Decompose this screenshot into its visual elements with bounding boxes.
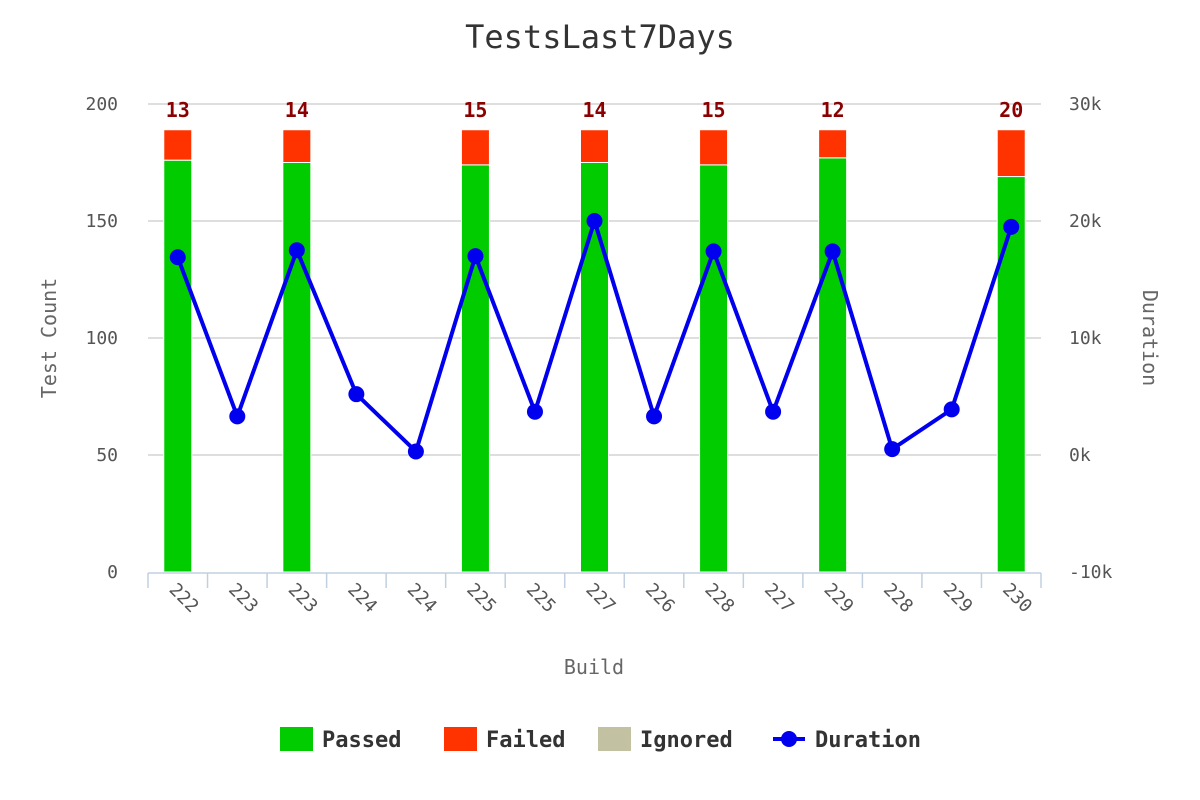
- duration-point[interactable]: [348, 386, 365, 403]
- duration-point[interactable]: [824, 243, 841, 260]
- x-tick-label: 226: [641, 579, 679, 617]
- failed-count-label: 15: [702, 98, 726, 122]
- bar-passed[interactable]: [996, 176, 1026, 573]
- y-tick-label: 150: [85, 211, 118, 232]
- x-tick-label: 230: [998, 579, 1036, 617]
- legend-item-duration[interactable]: Duration: [773, 728, 921, 753]
- bar-passed[interactable]: [282, 162, 312, 573]
- bar-passed[interactable]: [818, 157, 848, 573]
- legend-label: Duration: [815, 728, 921, 753]
- duration-point[interactable]: [467, 248, 484, 265]
- failed-count-label: 20: [999, 98, 1023, 122]
- bar-failed[interactable]: [699, 129, 729, 166]
- bar-failed[interactable]: [460, 129, 490, 166]
- legend-label: Ignored: [640, 728, 733, 753]
- y2-tick-label: 0k: [1069, 445, 1091, 466]
- duration-point[interactable]: [526, 403, 543, 420]
- x-tick-label: 223: [224, 579, 262, 617]
- legend-label: Passed: [322, 728, 401, 753]
- x-tick-label: 228: [879, 579, 917, 617]
- legend-item-failed[interactable]: Failed: [444, 727, 565, 753]
- duration-point[interactable]: [705, 243, 722, 260]
- legend-label: Failed: [486, 728, 565, 753]
- duration-point[interactable]: [1003, 218, 1020, 235]
- y2-tick-label: 10k: [1069, 328, 1102, 349]
- failed-count-label: 14: [285, 98, 309, 122]
- legend: Passed Failed Ignored Duration: [280, 727, 921, 753]
- y-tick-label: 0: [107, 562, 118, 583]
- bar-passed[interactable]: [699, 164, 729, 573]
- failed-count-label: 12: [821, 98, 845, 122]
- bar-failed[interactable]: [996, 129, 1026, 178]
- x-tick-label: 227: [581, 579, 619, 617]
- duration-point[interactable]: [646, 408, 663, 425]
- failed-count-label: 13: [166, 98, 190, 122]
- x-tick-label: 225: [522, 579, 560, 617]
- line-series: [169, 213, 1020, 460]
- duration-point[interactable]: [288, 242, 305, 259]
- duration-point[interactable]: [229, 408, 246, 425]
- legend-item-passed[interactable]: Passed: [280, 727, 401, 753]
- y-axis-title: Test Count: [37, 278, 61, 398]
- bar-failed[interactable]: [818, 129, 848, 159]
- x-tick-label: 227: [760, 579, 798, 617]
- failed-count-label: 15: [463, 98, 487, 122]
- x-tick-label: 229: [820, 579, 858, 617]
- bar-failed[interactable]: [163, 129, 193, 161]
- data-labels: 13 14 15 14 15 12 20: [166, 98, 1024, 122]
- legend-marker: [781, 731, 797, 747]
- duration-point[interactable]: [586, 213, 603, 229]
- bar-series: [163, 129, 1026, 573]
- x-tick-label: 229: [939, 579, 977, 617]
- x-tick-label: 222: [165, 579, 203, 617]
- y-tick-label: 100: [85, 328, 118, 349]
- y2-axis-title: Duration: [1138, 290, 1162, 386]
- y2-tick-label: 20k: [1069, 211, 1102, 232]
- bar-failed[interactable]: [580, 129, 609, 164]
- failed-count-label: 14: [582, 98, 606, 122]
- x-tick-label: 224: [343, 579, 381, 617]
- axes: 0 -10k 50 0k 100 10k 150 20k 200 30k 222 223 223 224 2…: [85, 94, 1112, 617]
- x-tick-label: 223: [284, 579, 322, 617]
- duration-point[interactable]: [884, 441, 901, 458]
- y2-tick-label: 30k: [1069, 94, 1102, 115]
- bar-passed[interactable]: [460, 164, 490, 573]
- x-tick-label: 224: [403, 579, 441, 617]
- legend-swatch: [598, 727, 631, 751]
- legend-swatch: [444, 727, 477, 751]
- y2-tick-label: -10k: [1069, 562, 1113, 583]
- y-tick-label: 200: [85, 94, 118, 115]
- duration-point[interactable]: [765, 403, 782, 420]
- duration-point[interactable]: [169, 249, 186, 266]
- bar-passed[interactable]: [163, 159, 193, 573]
- x-tick-label: 228: [701, 579, 739, 617]
- y-tick-label: 50: [96, 445, 118, 466]
- duration-point[interactable]: [407, 443, 424, 460]
- legend-swatch: [280, 727, 313, 751]
- x-tick-label: 225: [462, 579, 500, 617]
- x-axis-title: Build: [564, 655, 624, 679]
- duration-point[interactable]: [943, 401, 960, 418]
- bar-passed[interactable]: [580, 162, 609, 573]
- legend-item-ignored[interactable]: Ignored: [598, 727, 733, 753]
- chart-title: TestsLast7Days: [465, 18, 735, 56]
- bar-failed[interactable]: [282, 129, 312, 164]
